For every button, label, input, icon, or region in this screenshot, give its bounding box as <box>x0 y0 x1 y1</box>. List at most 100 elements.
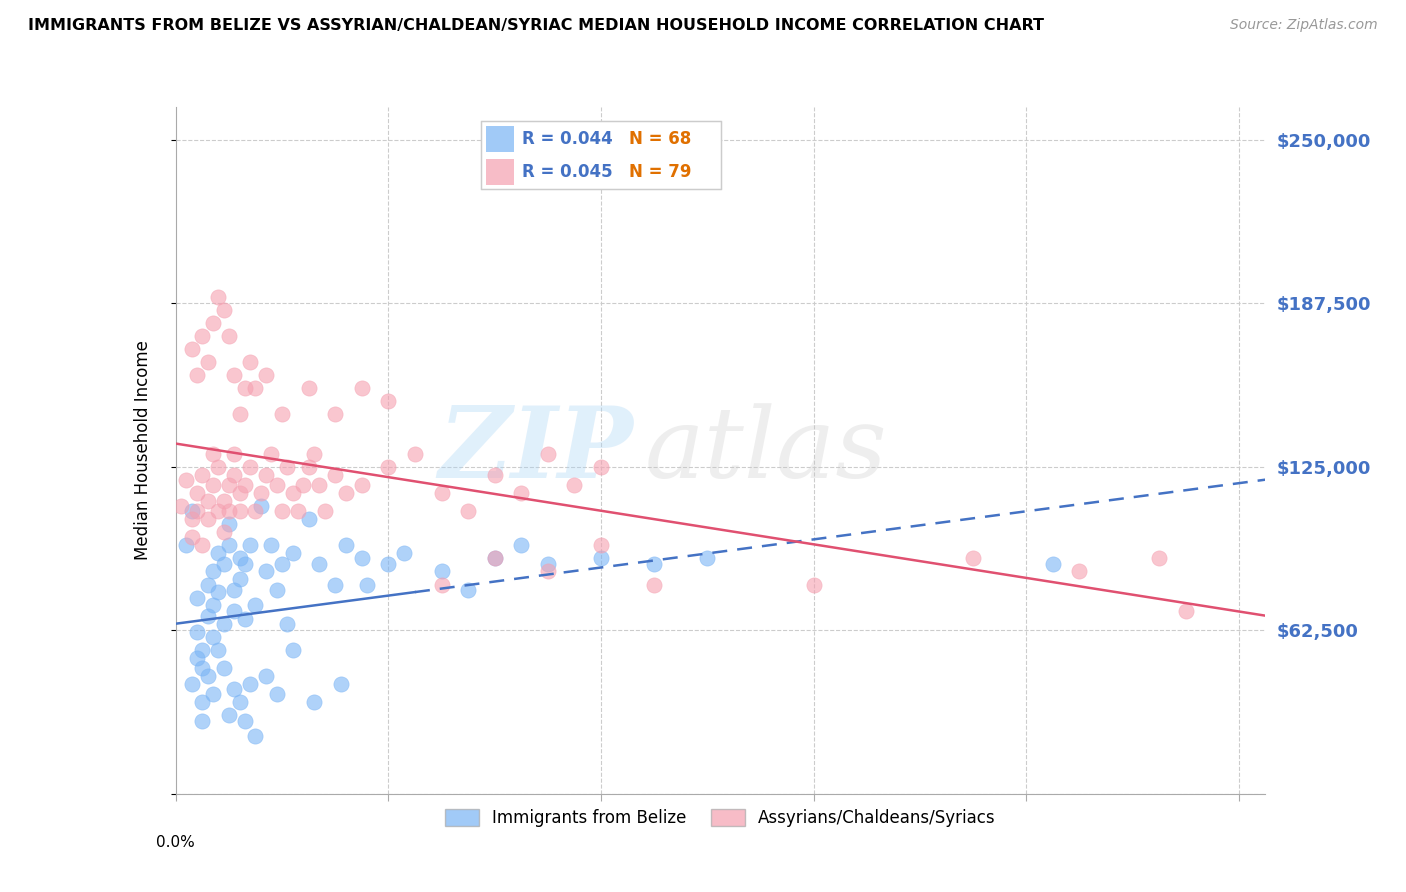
Point <box>254 467 277 482</box>
Point <box>1069 565 1091 579</box>
Point <box>430 486 453 500</box>
Point <box>212 493 235 508</box>
Point <box>180 531 202 545</box>
Point <box>1042 557 1064 571</box>
Point <box>228 551 250 566</box>
Point <box>207 459 229 474</box>
Point <box>191 695 214 709</box>
Point <box>201 630 224 644</box>
Legend: Immigrants from Belize, Assyrians/Chaldeans/Syriacs: Immigrants from Belize, Assyrians/Chalde… <box>439 802 1002 834</box>
Point <box>228 486 250 500</box>
Point <box>589 459 612 474</box>
Point <box>537 557 560 571</box>
Point <box>239 677 262 691</box>
Point <box>224 582 246 597</box>
Point <box>430 577 453 591</box>
Point <box>404 447 426 461</box>
Point <box>254 669 277 683</box>
Point <box>394 546 416 560</box>
Point <box>191 538 214 552</box>
Point <box>224 682 246 697</box>
Point <box>228 572 250 586</box>
Point <box>430 565 453 579</box>
Point <box>308 478 330 492</box>
Point <box>281 643 304 657</box>
Point <box>201 447 224 461</box>
Point <box>197 493 219 508</box>
Point <box>350 478 373 492</box>
Point <box>249 499 271 513</box>
Point <box>212 557 235 571</box>
Point <box>266 478 288 492</box>
Point <box>180 504 202 518</box>
Point <box>228 408 250 422</box>
Point <box>537 447 560 461</box>
Point <box>186 591 208 605</box>
Point <box>207 585 229 599</box>
Point <box>197 577 219 591</box>
Point <box>329 677 352 691</box>
Point <box>254 565 277 579</box>
Point <box>314 504 336 518</box>
Point <box>191 467 214 482</box>
Point <box>239 538 262 552</box>
Point <box>186 624 208 639</box>
Point <box>271 408 294 422</box>
Point <box>212 302 235 317</box>
Point <box>245 381 267 395</box>
Point <box>197 512 219 526</box>
Point <box>292 478 315 492</box>
Point <box>276 459 298 474</box>
Text: atlas: atlas <box>644 403 887 498</box>
Point <box>260 538 283 552</box>
Point <box>281 546 304 560</box>
Point <box>249 486 271 500</box>
Point <box>180 342 202 356</box>
Point <box>180 677 202 691</box>
Point <box>323 467 346 482</box>
Point <box>266 582 288 597</box>
Point <box>201 688 224 702</box>
Point <box>266 688 288 702</box>
Point <box>298 459 321 474</box>
Point <box>180 512 202 526</box>
Point <box>197 355 219 369</box>
Point <box>224 467 246 482</box>
Point <box>643 577 665 591</box>
Point <box>302 447 325 461</box>
Point <box>245 504 267 518</box>
Point <box>201 478 224 492</box>
Point <box>308 557 330 571</box>
Point <box>298 381 321 395</box>
Point <box>207 504 229 518</box>
Point <box>510 538 533 552</box>
Point <box>350 381 373 395</box>
Point <box>335 486 357 500</box>
Point <box>377 557 399 571</box>
Point <box>201 565 224 579</box>
Point <box>212 525 235 540</box>
Point <box>186 368 208 383</box>
Point <box>484 551 506 566</box>
Point <box>201 316 224 330</box>
Y-axis label: Median Household Income: Median Household Income <box>134 341 152 560</box>
Point <box>1174 604 1197 618</box>
Point <box>197 669 219 683</box>
Point <box>186 486 208 500</box>
Point <box>233 557 256 571</box>
Point <box>218 329 240 343</box>
Point <box>484 467 506 482</box>
Point <box>323 408 346 422</box>
Point <box>643 557 665 571</box>
Point <box>302 695 325 709</box>
Point <box>218 708 240 723</box>
Text: 0.0%: 0.0% <box>156 835 195 850</box>
Point <box>350 551 373 566</box>
Point <box>589 551 612 566</box>
Point <box>218 517 240 532</box>
Point <box>271 504 294 518</box>
Point <box>224 447 246 461</box>
Point <box>224 368 246 383</box>
Point <box>356 577 378 591</box>
Point <box>224 604 246 618</box>
